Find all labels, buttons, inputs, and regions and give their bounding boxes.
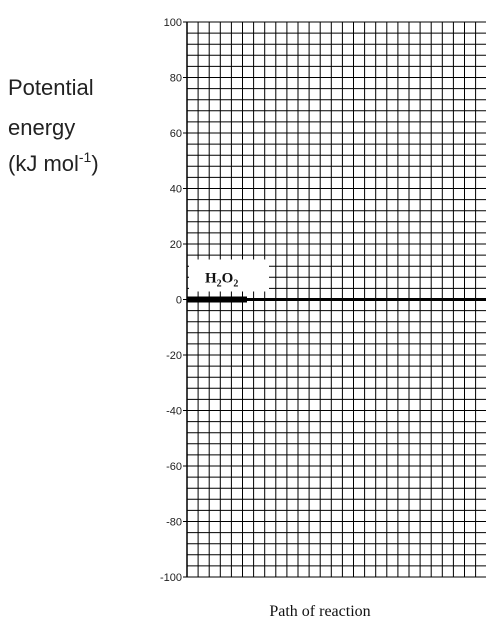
xlabel: Path of reaction	[269, 603, 370, 620]
species-label: H2O2	[189, 259, 269, 292]
ylabel-line1: Potential	[8, 75, 94, 100]
y-tick-labels: 100 80 60 40 20 0 -20 -40 -60 -80 -100	[160, 17, 187, 584]
y-tick-label: -80	[166, 517, 182, 529]
y-tick-label: -60	[166, 461, 182, 473]
y-tick-label: -40	[166, 406, 182, 418]
ylabel-line3: (kJ mol-1)	[8, 149, 99, 176]
y-tick-label: -20	[166, 350, 182, 362]
species-label-background	[189, 259, 269, 292]
y-tick-label: 0	[176, 295, 182, 307]
y-tick-label: 20	[170, 239, 182, 251]
ylabel-line2: energy	[8, 115, 75, 140]
y-tick-label: 100	[164, 17, 182, 29]
y-tick-label: 80	[170, 73, 182, 85]
y-tick-label: 60	[170, 128, 182, 140]
y-tick-label: 40	[170, 184, 182, 196]
y-tick-label: -100	[160, 572, 182, 584]
species-label-text: H2O2	[205, 271, 238, 290]
